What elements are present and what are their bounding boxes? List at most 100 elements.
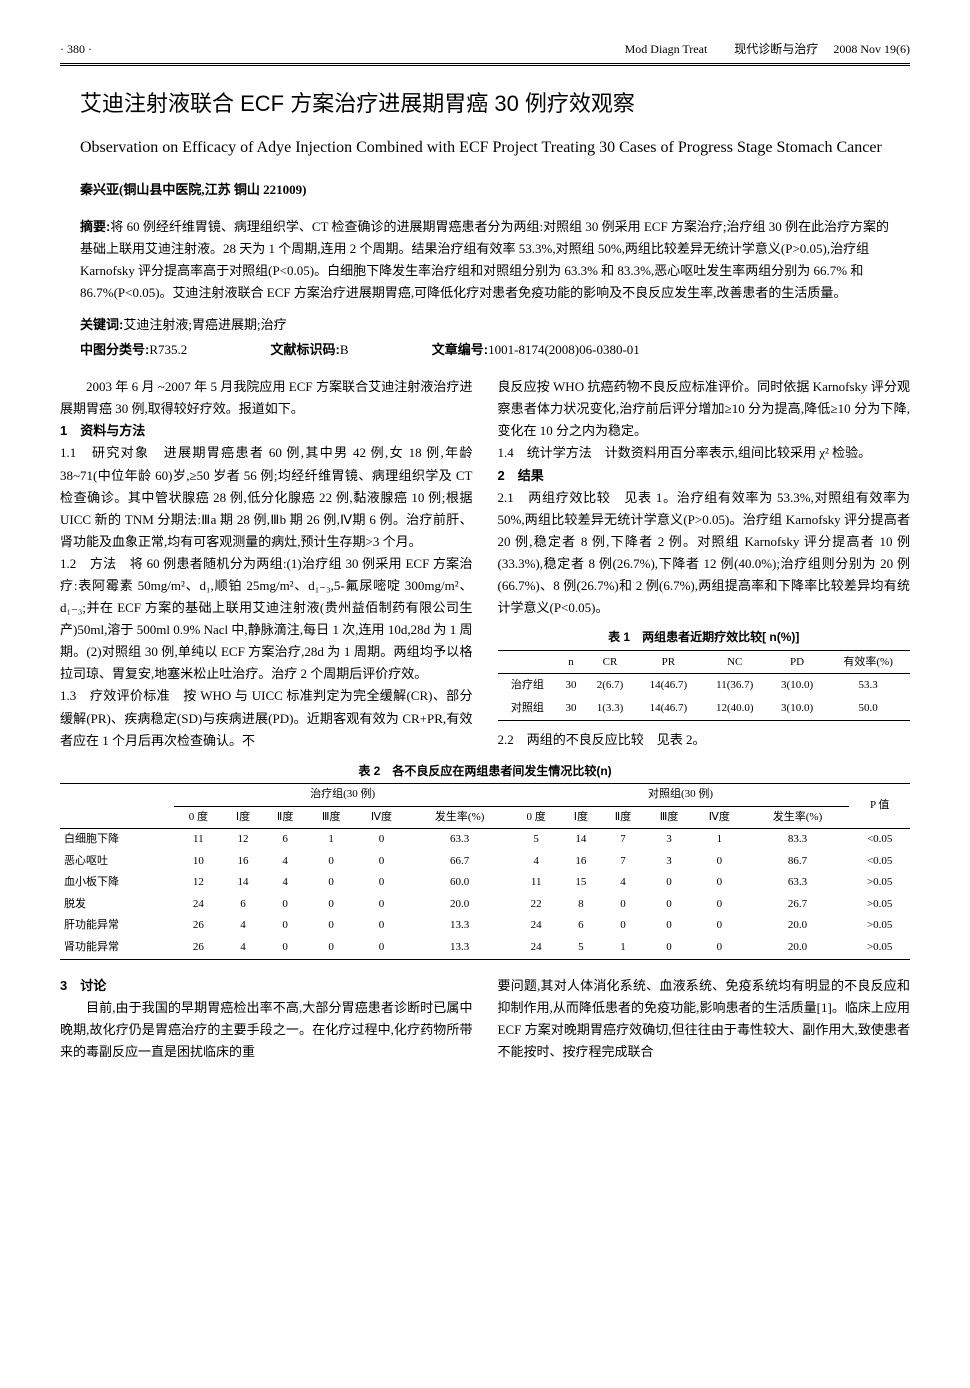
section-1: 1 资料与方法 [60,420,473,442]
section-1-3a: 1.3 疗效评价标准 按 WHO 与 UICC 标准判定为完全缓解(CR)、部分… [60,685,473,751]
table2-cell: 5 [512,829,561,851]
table1-cell: 治疗组 [498,674,558,697]
table2-cell: 肝功能异常 [60,915,174,937]
table2-cell: <0.05 [849,851,910,873]
keywords-label: 关键词: [80,317,123,332]
table2-cell: 5 [561,937,601,959]
table2-cell: 恶心呕吐 [60,851,174,873]
table2-cell: 0 [355,851,408,873]
table2-cell: 0 [693,894,746,916]
table2-cell: 14 [223,872,263,894]
table2-sub-header: Ⅲ度 [645,806,693,829]
table2-cell: >0.05 [849,915,910,937]
table1-cell: 53.3 [826,674,910,697]
abstract-text: 将 60 例经纤维胃镜、病理组织学、CT 检查确诊的进展期胃癌患者分为两组:对照… [80,219,889,300]
table2-cell: 6 [223,894,263,916]
table2-cell: 0 [693,915,746,937]
table2-cell: 0 [645,872,693,894]
table2-cell: 20.0 [746,915,850,937]
table2-sub-header: Ⅰ度 [561,806,601,829]
table2-cell: 11 [512,872,561,894]
table1-cell: 30 [557,697,585,720]
table1-cell: 1(3.3) [585,697,635,720]
table2-cell: 15 [561,872,601,894]
table2-cell: 0 [601,894,645,916]
table2-cell: 26 [174,915,223,937]
table2-cell: 16 [223,851,263,873]
table2-cell: 24 [512,915,561,937]
table2-sub-header: 0 度 [174,806,223,829]
table2-cell: 83.3 [746,829,850,851]
table2-cell: 3 [645,829,693,851]
table2-cell: 12 [174,872,223,894]
table2-sub-header: Ⅳ度 [693,806,746,829]
table1-header: CR [585,650,635,674]
table2-cell: 0 [355,937,408,959]
table2-cell: 20.0 [408,894,512,916]
table2-cell: >0.05 [849,894,910,916]
section-1-2: 1.2 方法 将 60 例患者随机分为两组:(1)治疗组 30 例采用 ECF … [60,553,473,686]
author-info: 秦兴亚(铜山县中医院,江苏 铜山 221009) [80,180,910,201]
table2-sub-header [60,806,174,829]
table1-header: 有效率(%) [826,650,910,674]
table2-cell: 60.0 [408,872,512,894]
section-2: 2 结果 [498,465,911,487]
table2-cell: 0 [307,937,355,959]
table1-cell: 50.0 [826,697,910,720]
page-header: · 380 · Mod Diagn Treat 现代诊断与治疗 2008 Nov… [60,40,910,66]
title-chinese: 艾迪注射液联合 ECF 方案治疗进展期胃癌 30 例疗效观察 [80,86,910,121]
table2-cell: 4 [512,851,561,873]
table2-sub-header: Ⅳ度 [355,806,408,829]
keywords-text: 艾迪注射液;胃癌进展期;治疗 [123,317,286,332]
table1-cell: 14(46.7) [635,697,701,720]
table2-cell: 7 [601,829,645,851]
table2-cell: 13.3 [408,915,512,937]
disc-left: 3 讨论 目前,由于我国的早期胃癌检出率不高,大部分胃癌患者诊断时已属中晚期,故… [60,975,473,1063]
table2-cell: 1 [307,829,355,851]
table2-cell: 肾功能异常 [60,937,174,959]
table2-sub-header: 发生率(%) [408,806,512,829]
table2-cell: 0 [307,894,355,916]
table2-cell: 脱发 [60,894,174,916]
table2-cell: 0 [355,915,408,937]
table2-cell: 1 [693,829,746,851]
table1-header: PD [768,650,826,674]
classification: 中图分类号:R735.2 文献标识码:B 文章编号:1001-8174(2008… [80,340,890,361]
keywords: 关键词:艾迪注射液;胃癌进展期;治疗 [80,315,890,336]
table2-cell: 0 [645,894,693,916]
table2-cell: 4 [223,915,263,937]
table1-header [498,650,558,674]
table2-cell: 0 [307,872,355,894]
intro-text: 2003 年 6 月 ~2007 年 5 月我院应用 ECF 方案联合艾迪注射液… [60,376,473,420]
table2-cell: 12 [223,829,263,851]
table1: nCRPRNCPD有效率(%) 治疗组302(6.7)14(46.7)11(36… [498,650,911,721]
table2-cell: 26 [174,937,223,959]
table2-cell: 0 [645,915,693,937]
table2-cell: >0.05 [849,872,910,894]
table1-header: n [557,650,585,674]
table2-cell: 63.3 [408,829,512,851]
right-column: 良反应按 WHO 抗癌药物不良反应标准评价。同时依据 Karnofsky 评分观… [498,376,911,752]
table2-cell: 0 [307,915,355,937]
table2-cell: 0 [263,915,307,937]
table2-cell: 血小板下降 [60,872,174,894]
table2-cell: 1 [601,937,645,959]
journal-info: Mod Diagn Treat 现代诊断与治疗 2008 Nov 19(6) [625,40,910,59]
section-3: 3 讨论 [60,975,473,997]
section-2-2: 2.2 两组的不良反应比较 见表 2。 [498,729,911,751]
discussion-2: 要问题,其对人体消化系统、血液系统、免疫系统均有明显的不良反应和抑制作用,从而降… [498,975,911,1063]
abstract-label: 摘要: [80,219,110,234]
table2-cell: 11 [174,829,223,851]
table2-cell: >0.05 [849,937,910,959]
body-columns: 2003 年 6 月 ~2007 年 5 月我院应用 ECF 方案联合艾迪注射液… [60,376,910,752]
table1-header: NC [702,650,768,674]
table2-cell: 24 [174,894,223,916]
table1-header: PR [635,650,701,674]
abstract: 摘要:将 60 例经纤维胃镜、病理组织学、CT 检查确诊的进展期胃癌患者分为两组… [80,216,890,304]
table2-sub-header: 发生率(%) [746,806,850,829]
table2-cell: 10 [174,851,223,873]
table2-wrapper: 表 2 各不良反应在两组患者间发生情况比较(n) 治疗组(30 例)对照组(30… [60,762,910,960]
table2-cell: 0 [307,851,355,873]
table2-cell: 0 [355,894,408,916]
table2-cell: 86.7 [746,851,850,873]
